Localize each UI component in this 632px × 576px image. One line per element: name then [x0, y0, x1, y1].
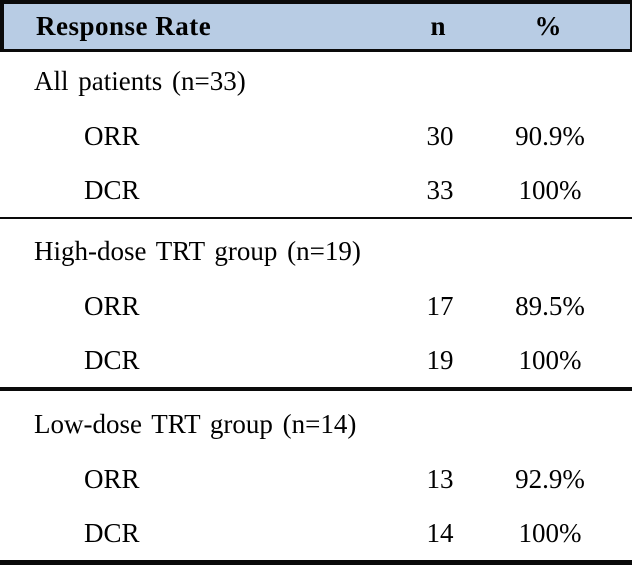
section-all-patients: All patients (n=33) ORR 30 90.9% DCR 33 …	[0, 52, 632, 219]
header-n: n	[430, 11, 446, 41]
row-n-value: 30	[426, 120, 454, 151]
row-n-value: 17	[426, 290, 454, 321]
row-label: DCR	[84, 174, 140, 205]
row-n-value: 33	[426, 174, 454, 205]
group-row: All patients (n=33)	[0, 54, 632, 109]
row-pct-value: 90.9%	[515, 120, 585, 151]
row-pct-value: 89.5%	[515, 290, 585, 321]
row-n-value: 13	[426, 463, 454, 494]
table-row: ORR 30 90.9%	[0, 109, 632, 163]
row-n-value: 14	[426, 517, 454, 548]
table-row: DCR 14 100%	[0, 506, 632, 560]
row-label: ORR	[84, 120, 140, 151]
table-row: DCR 33 100%	[0, 163, 632, 217]
row-n-value: 19	[426, 344, 454, 375]
group-row: Low-dose TRT group (n=14)	[0, 397, 632, 452]
table-row: DCR 19 100%	[0, 333, 632, 387]
row-label: DCR	[84, 517, 140, 548]
row-label: ORR	[84, 290, 140, 321]
table-row: ORR 17 89.5%	[0, 279, 632, 333]
section-high-dose-trt: High-dose TRT group (n=19) ORR 17 89.5% …	[0, 219, 632, 391]
row-pct-value: 92.9%	[515, 463, 585, 494]
group-label: High-dose TRT group (n=19)	[34, 236, 361, 266]
header-percent: %	[534, 11, 562, 41]
group-row: High-dose TRT group (n=19)	[0, 224, 632, 279]
table-row: ORR 13 92.9%	[0, 452, 632, 506]
row-pct-value: 100%	[518, 517, 582, 548]
group-label: Low-dose TRT group (n=14)	[34, 409, 357, 439]
table-header-row: Response Rate n %	[0, 0, 632, 52]
header-response-rate: Response Rate	[36, 11, 212, 41]
row-pct-value: 100%	[518, 344, 582, 375]
row-pct-value: 100%	[518, 174, 582, 205]
row-label: ORR	[84, 463, 140, 494]
group-label: All patients (n=33)	[34, 66, 246, 96]
section-low-dose-trt: Low-dose TRT group (n=14) ORR 13 92.9% D…	[0, 391, 632, 565]
row-label: DCR	[84, 344, 140, 375]
